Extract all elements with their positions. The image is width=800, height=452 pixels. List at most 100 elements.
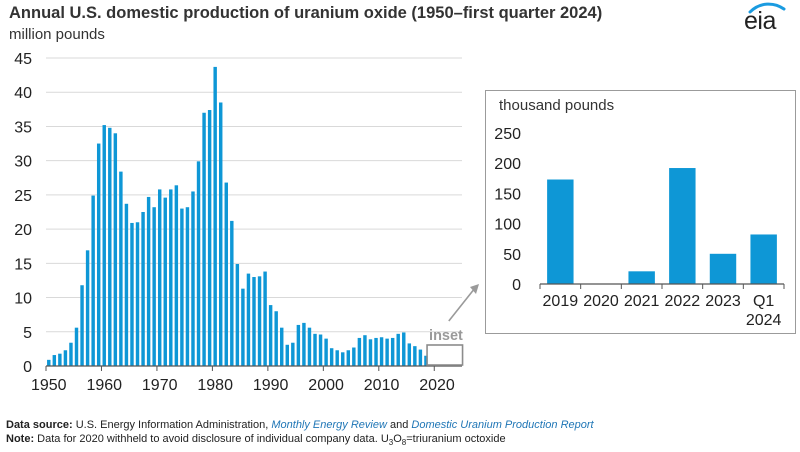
x-tick-label: 1960 — [86, 377, 122, 394]
bar-2003 — [341, 352, 345, 366]
inset-arrow-head-icon — [470, 284, 479, 294]
bar-2013 — [396, 333, 400, 366]
x-tick-label: 2010 — [364, 377, 400, 394]
bar-1971 — [163, 197, 167, 366]
y-tick-label: 35 — [14, 119, 32, 136]
chart-title: Annual U.S. domestic production of urani… — [9, 4, 603, 22]
x-tick-label: 1990 — [253, 377, 289, 394]
bar-1991 — [274, 311, 278, 366]
data-source-prefix: U.S. Energy Information Administration, — [75, 419, 269, 431]
bar-1950 — [47, 359, 51, 366]
bar-1977 — [196, 161, 201, 366]
bar-1951 — [52, 355, 57, 366]
inset-x-tick-label: 2023 — [705, 293, 741, 310]
eia-logo-wave-icon — [748, 2, 786, 14]
bar-1998 — [313, 333, 317, 366]
bar-1986 — [246, 273, 251, 366]
bar-1953 — [63, 350, 68, 366]
bar-1978 — [202, 112, 206, 366]
x-tick-label: 2020 — [419, 377, 455, 394]
bar-1954 — [69, 342, 73, 366]
x-tick-label: 1950 — [31, 377, 67, 394]
y-tick-label: 25 — [14, 188, 32, 205]
bar-1955 — [74, 327, 79, 366]
note-subscript-8: 8 — [401, 438, 407, 448]
inset-y-tick-label: 250 — [494, 126, 521, 143]
inset-bar-2019 — [547, 179, 574, 284]
bar-1973 — [174, 185, 179, 366]
inset-arrow-line — [448, 287, 476, 322]
y-tick-label: 20 — [14, 222, 32, 239]
bar-1988 — [257, 276, 262, 366]
note-tail: =triuranium octoxide — [406, 433, 506, 445]
y-tick-label: 40 — [14, 85, 32, 102]
y-tick-label: 0 — [23, 359, 32, 376]
inset-annotation-label: inset — [429, 328, 463, 344]
bar-1967 — [141, 212, 145, 366]
note-line: Note: Data for 2020 withheld to avoid di… — [6, 432, 594, 450]
bar-1972 — [169, 189, 173, 366]
bar-1999 — [318, 334, 323, 366]
bar-1952 — [58, 353, 62, 366]
bar-1956 — [80, 285, 84, 366]
uranium-production-report-link[interactable]: Domestic Uranium Production Report — [411, 419, 594, 431]
bar-2005 — [352, 347, 356, 366]
note-label: Note: — [6, 433, 35, 445]
bar-1959 — [96, 143, 101, 366]
inset-bar-2023 — [709, 253, 737, 284]
bar-1994 — [291, 342, 295, 366]
bar-1982 — [224, 182, 228, 366]
eia-logo: eia — [744, 7, 776, 35]
x-tick-label: 1970 — [142, 377, 178, 394]
y-tick-label: 5 — [23, 325, 32, 342]
bar-1984 — [235, 264, 240, 366]
bar-1990 — [268, 305, 273, 366]
bar-2018 — [424, 355, 428, 366]
inset-x-tick-label: 2022 — [665, 293, 701, 310]
inset-x-tick-label: 2021 — [624, 293, 660, 310]
inset-unit-label: thousand pounds — [499, 97, 615, 114]
bar-1958 — [91, 195, 95, 366]
bar-1966 — [135, 222, 140, 366]
note-oxygen: O — [393, 433, 402, 445]
bar-1960 — [102, 125, 106, 366]
bar-1983 — [230, 220, 234, 366]
bar-2001 — [329, 348, 334, 366]
footer: Data source: U.S. Energy Information Adm… — [6, 418, 594, 450]
bar-1995 — [296, 324, 301, 366]
inset-y-tick-label: 0 — [512, 277, 521, 294]
bar-2011 — [385, 338, 389, 366]
y-tick-label: 45 — [14, 51, 32, 68]
bar-1981 — [219, 102, 223, 366]
bar-2000 — [324, 338, 328, 366]
inset-bar-2021 — [628, 271, 655, 284]
bar-2008 — [368, 339, 373, 366]
bar-1962 — [113, 133, 118, 366]
bar-1961 — [108, 127, 112, 367]
bar-1997 — [307, 327, 312, 366]
y-tick-label: 10 — [14, 291, 32, 308]
x-tick-label: 1980 — [197, 377, 233, 394]
monthly-energy-review-link[interactable]: Monthly Energy Review — [271, 419, 387, 431]
y-axis-unit-label: million pounds — [9, 26, 105, 43]
bar-2006 — [357, 337, 362, 366]
bar-2017 — [418, 349, 423, 366]
inset-x-tick-label: 2020 — [583, 293, 619, 310]
inset-x-tick-label: 2024 — [746, 312, 782, 329]
inset-y-tick-label: 150 — [494, 186, 521, 203]
bar-2007 — [363, 335, 367, 366]
bar-1996 — [302, 322, 306, 366]
data-source-label: Data source: — [6, 419, 73, 431]
inset-y-tick-label: 100 — [494, 217, 521, 234]
bar-1963 — [119, 171, 123, 366]
bar-2002 — [335, 350, 339, 366]
y-tick-label: 15 — [14, 256, 32, 273]
bar-1993 — [285, 344, 289, 366]
bar-2009 — [374, 337, 378, 366]
inset-y-tick-label: 50 — [503, 247, 521, 264]
bar-1968 — [146, 196, 151, 366]
bar-1965 — [130, 222, 134, 366]
bar-1989 — [263, 271, 267, 366]
